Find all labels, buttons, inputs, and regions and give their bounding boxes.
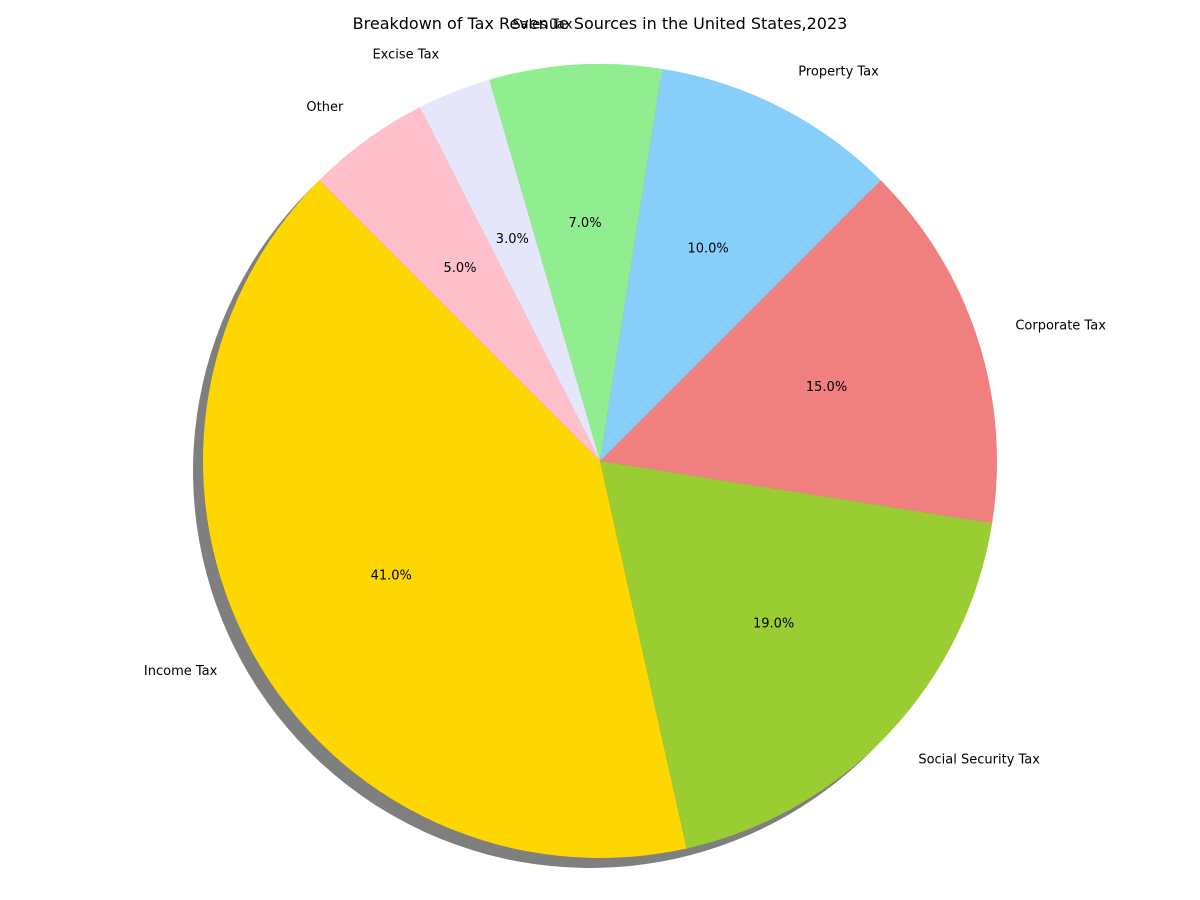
label-corporate-tax: Corporate Tax: [1015, 319, 1106, 334]
slice-social-security-tax: [600, 461, 993, 849]
pct-label-other: 5.0%: [443, 261, 476, 276]
pct-label-property-tax: 10.0%: [687, 241, 728, 256]
label-sales-tax: Sales Tax: [512, 18, 572, 33]
pie-slices: [203, 64, 997, 858]
pct-label-income-tax: 41.0%: [371, 568, 412, 583]
slice-sales-tax: [489, 64, 663, 462]
pct-label-corporate-tax: 15.0%: [806, 380, 847, 395]
slice-other: [319, 107, 600, 461]
slice-corporate-tax: [600, 180, 997, 524]
slice-excise-tax: [419, 79, 600, 462]
label-property-tax: Property Tax: [798, 64, 879, 79]
pct-label-sales-tax: 7.0%: [569, 216, 602, 231]
pct-label-excise-tax: 3.0%: [496, 232, 529, 247]
slice-property-tax: [600, 68, 881, 461]
pie-labels: Income Tax 41.0% Social Security Tax 19.0% C…: [144, 18, 1106, 768]
label-other: Other: [306, 100, 344, 115]
chart-title: Breakdown of Tax Revenue Sources in the …: [353, 14, 848, 33]
label-social-security-tax: Social Security Tax: [918, 752, 1040, 767]
slice-income-tax: [203, 180, 687, 858]
label-income-tax: Income Tax: [144, 664, 218, 679]
pct-label-social-security-tax: 19.0%: [753, 617, 794, 632]
label-excise-tax: Excise Tax: [372, 47, 439, 62]
